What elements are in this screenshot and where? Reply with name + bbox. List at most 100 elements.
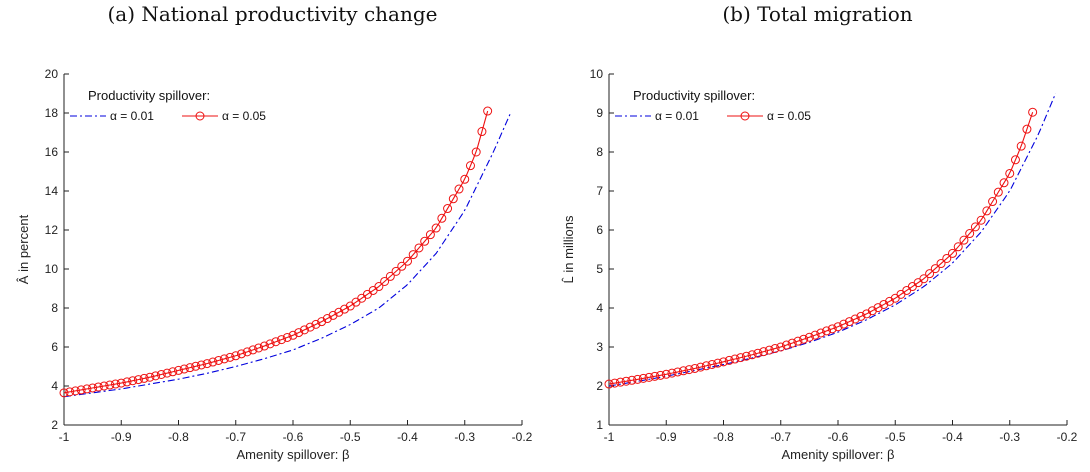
- data-point-marker: [208, 357, 218, 367]
- data-point-marker: [322, 314, 332, 324]
- data-point-marker: [862, 309, 872, 319]
- data-point-marker: [128, 376, 138, 386]
- data-point-marker: [844, 317, 854, 327]
- data-point-marker: [741, 351, 751, 361]
- x-tick-label: -0.2: [1057, 430, 1078, 444]
- data-point-marker: [408, 250, 418, 260]
- data-point-marker: [673, 367, 683, 377]
- data-point-marker: [965, 229, 975, 239]
- data-point-marker: [105, 380, 115, 390]
- data-point-marker: [191, 361, 201, 371]
- panel-title: (a) National productivity change: [107, 2, 438, 26]
- y-tick-label: 3: [596, 340, 603, 354]
- x-tick-label: -1: [59, 430, 70, 444]
- chart-panel-migration: (b) Total migration -1 -0.9 -0.8 -0.7 -0.6 -0…: [545, 0, 1090, 472]
- data-point-marker: [231, 351, 241, 361]
- data-point-marker: [111, 379, 121, 389]
- data-point-marker: [214, 355, 224, 365]
- data-point-marker: [719, 357, 728, 367]
- data-point-marker: [179, 364, 189, 374]
- data-point-marker: [477, 127, 487, 137]
- data-point-marker: [174, 365, 183, 375]
- y-tick-label: 20: [45, 67, 59, 81]
- data-point-marker: [242, 347, 252, 357]
- y-axis-label: L̂ in millions: [561, 215, 576, 283]
- data-point-marker: [936, 259, 946, 269]
- data-point-marker: [65, 387, 75, 397]
- data-point-marker: [678, 366, 688, 376]
- data-point-marker: [650, 371, 660, 381]
- data-point-marker: [959, 235, 969, 245]
- data-point-marker: [420, 236, 430, 246]
- data-point-marker: [277, 335, 287, 345]
- panel-title: (b) Total migration: [722, 2, 913, 26]
- data-point-marker: [259, 341, 269, 351]
- data-point-marker: [1010, 155, 1020, 165]
- y-tick-label: 10: [590, 67, 604, 81]
- y-tick-label: 8: [51, 301, 58, 315]
- data-point-marker: [942, 253, 952, 263]
- data-point-marker: [265, 339, 275, 349]
- y-tick-label: 9: [596, 106, 603, 120]
- x-tick-label: -0.6: [828, 430, 849, 444]
- x-tick-label: -0.2: [512, 430, 533, 444]
- data-point-marker: [1022, 124, 1032, 134]
- data-point-marker: [219, 354, 229, 364]
- data-point-marker: [374, 282, 384, 292]
- data-point-marker: [770, 344, 780, 354]
- data-point-marker: [850, 314, 860, 324]
- data-point-marker: [317, 317, 327, 327]
- y-tick-label: 12: [45, 223, 59, 237]
- data-point-marker: [397, 261, 407, 271]
- data-point-marker: [656, 370, 666, 380]
- data-point-marker: [254, 343, 264, 353]
- data-point-marker: [271, 337, 281, 347]
- data-point-marker: [747, 350, 757, 360]
- data-point-marker: [999, 178, 1009, 188]
- data-point-marker: [822, 326, 832, 336]
- x-axis-label: Amenity spillover: β: [782, 447, 895, 462]
- y-tick-label: 6: [596, 223, 603, 237]
- data-point-marker: [145, 372, 155, 382]
- data-point-marker: [202, 359, 212, 369]
- data-point-marker: [248, 345, 258, 355]
- data-point-marker: [885, 296, 895, 306]
- data-point-marker: [59, 388, 69, 398]
- data-point-marker: [299, 325, 309, 335]
- y-tick-label: 2: [596, 379, 603, 393]
- series-line-alpha-0-01: [608, 93, 1057, 387]
- data-point-marker: [759, 347, 769, 357]
- data-point-marker: [340, 304, 350, 314]
- y-tick-label: 6: [51, 340, 58, 354]
- legend-marker-alpha-0-05: [740, 111, 750, 121]
- data-point-marker: [724, 355, 734, 365]
- data-point-marker: [988, 197, 998, 207]
- data-point-marker: [236, 349, 246, 359]
- data-point-marker: [713, 358, 723, 368]
- series-line-alpha-0-05: [608, 112, 1034, 385]
- data-point-marker: [799, 334, 809, 344]
- data-point-marker: [633, 374, 643, 384]
- data-point-marker: [610, 378, 620, 388]
- data-point-marker: [448, 194, 458, 204]
- legend-label-alpha-0-01: α = 0.01: [655, 109, 699, 123]
- data-point-marker: [122, 377, 132, 387]
- x-tick-label: -0.6: [283, 430, 304, 444]
- data-point-marker: [776, 342, 786, 352]
- data-point-marker: [483, 106, 493, 116]
- data-point-marker: [162, 368, 172, 378]
- data-point-marker: [88, 383, 98, 393]
- series-line-alpha-0-05: [63, 110, 489, 394]
- data-point-marker: [736, 353, 746, 363]
- data-point-marker: [781, 340, 791, 350]
- x-tick-label: -0.3: [454, 430, 475, 444]
- data-point-marker: [615, 377, 625, 387]
- y-tick-label: 14: [45, 184, 59, 198]
- data-point-marker: [879, 299, 889, 309]
- data-point-marker: [696, 362, 706, 372]
- x-tick-label: -0.5: [340, 430, 361, 444]
- data-point-marker: [804, 332, 814, 342]
- data-point-marker: [116, 378, 126, 388]
- y-tick-label: 8: [596, 145, 603, 159]
- data-point-marker: [437, 213, 447, 223]
